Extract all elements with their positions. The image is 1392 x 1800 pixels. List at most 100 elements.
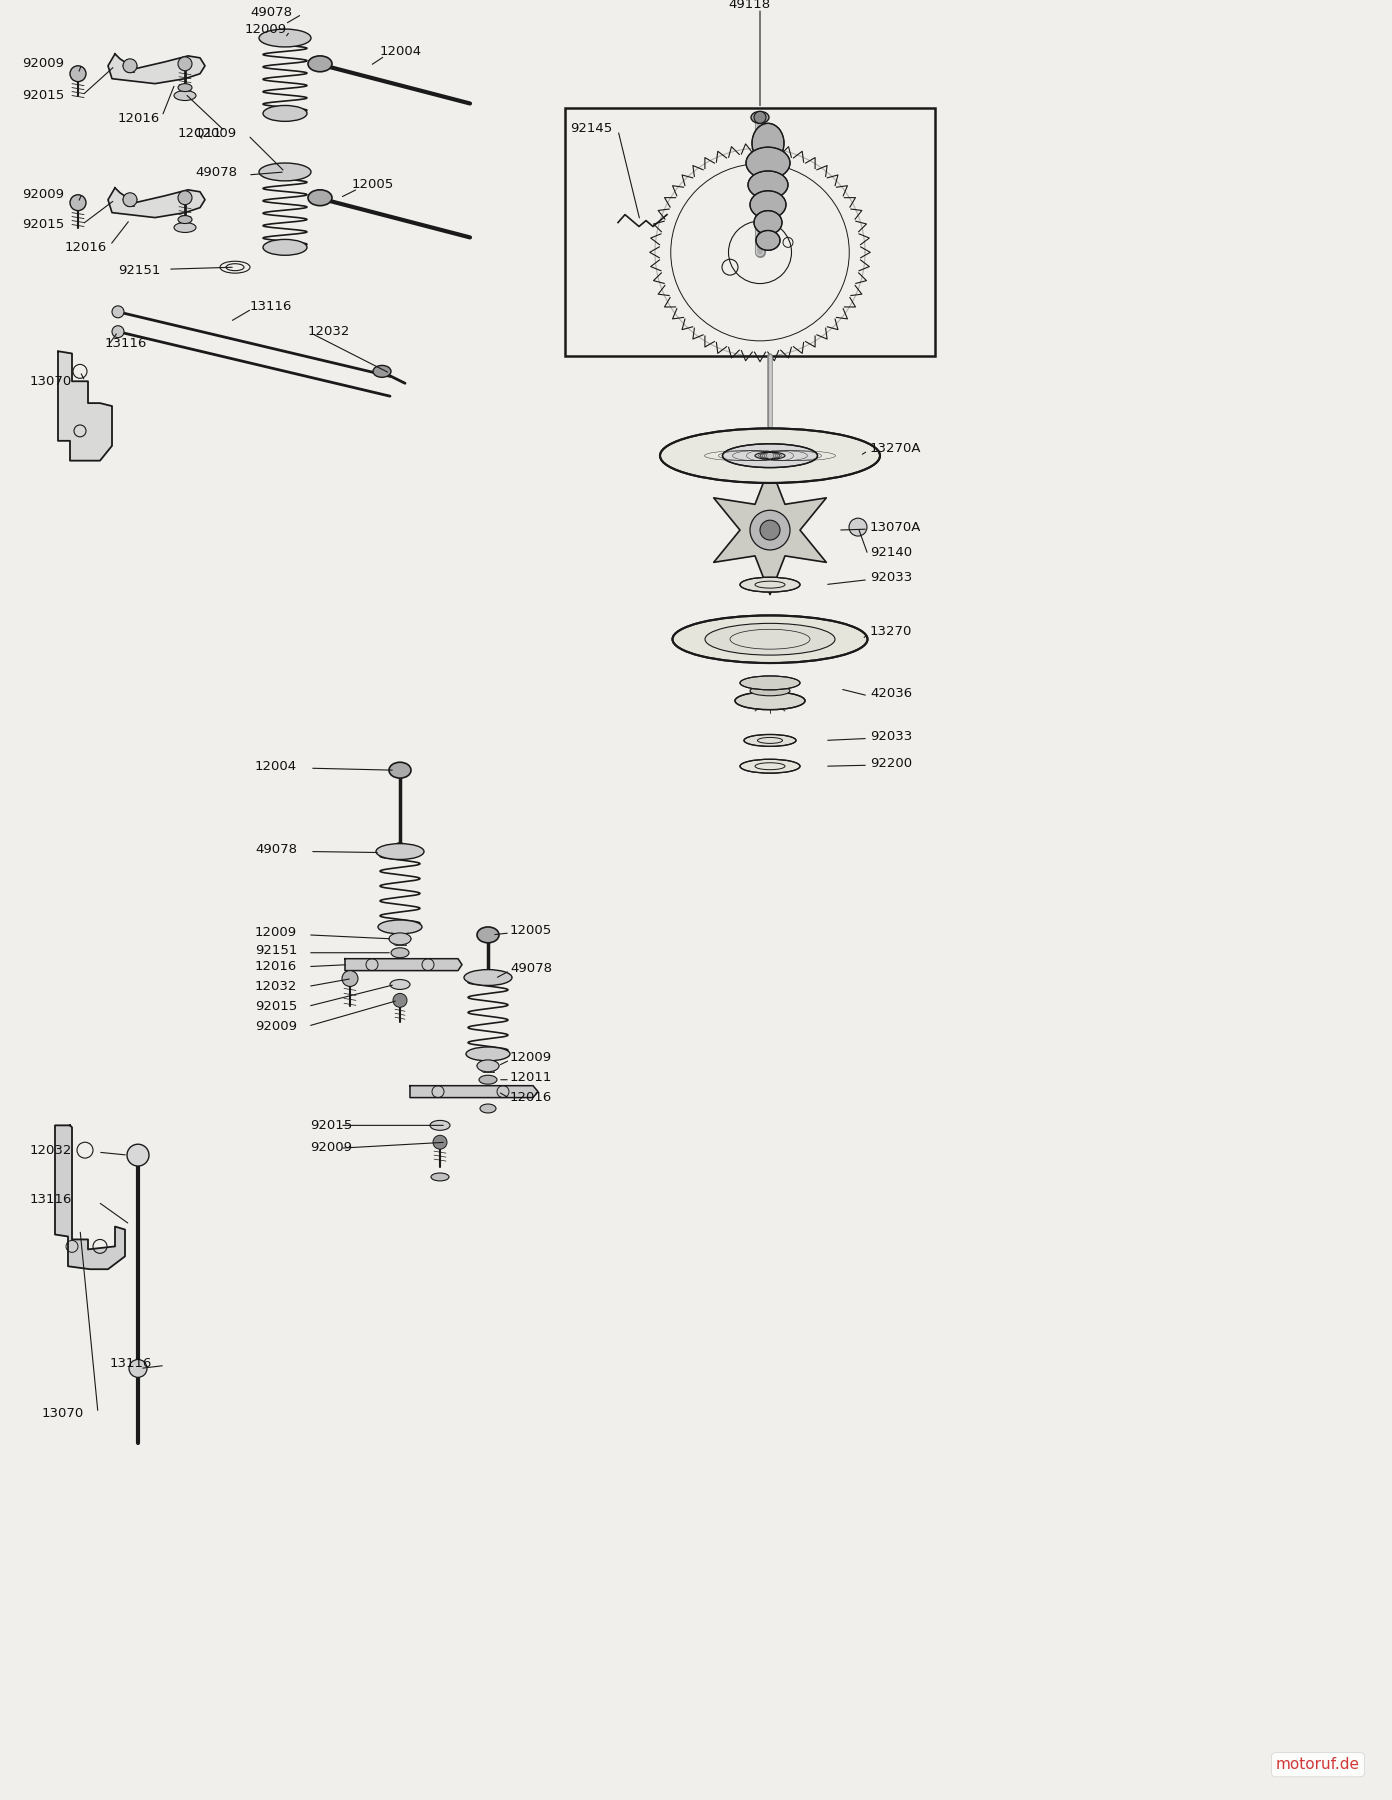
Text: 92200: 92200 (870, 756, 912, 770)
Circle shape (111, 306, 124, 319)
Text: 92009: 92009 (310, 1141, 352, 1154)
Ellipse shape (672, 616, 867, 662)
Ellipse shape (379, 920, 422, 934)
Ellipse shape (752, 112, 768, 124)
Ellipse shape (388, 932, 411, 945)
Ellipse shape (756, 230, 780, 250)
Text: 49078: 49078 (251, 5, 292, 18)
Text: 92009: 92009 (255, 1019, 296, 1033)
Polygon shape (411, 1085, 537, 1098)
Polygon shape (109, 54, 205, 83)
Ellipse shape (178, 216, 192, 223)
Text: 92151: 92151 (255, 945, 298, 958)
Circle shape (750, 509, 791, 551)
Polygon shape (58, 351, 111, 461)
Text: 12032: 12032 (308, 326, 351, 338)
Ellipse shape (754, 452, 785, 459)
Bar (756, 628, 784, 648)
Ellipse shape (391, 949, 409, 958)
Text: 49118: 49118 (728, 0, 770, 11)
Polygon shape (56, 1125, 125, 1269)
Text: 13070A: 13070A (870, 520, 922, 533)
Circle shape (129, 1359, 148, 1377)
Text: 12005: 12005 (352, 178, 394, 191)
Circle shape (849, 518, 867, 536)
Ellipse shape (477, 927, 498, 943)
Text: 12004: 12004 (255, 760, 296, 772)
Ellipse shape (466, 1048, 509, 1060)
Text: 92151: 92151 (118, 263, 160, 277)
Ellipse shape (704, 623, 835, 655)
Text: 92009: 92009 (22, 189, 64, 202)
Circle shape (127, 1145, 149, 1166)
Text: 42036: 42036 (870, 688, 912, 700)
Circle shape (393, 994, 406, 1008)
Ellipse shape (373, 365, 391, 378)
Circle shape (178, 191, 192, 205)
Ellipse shape (660, 428, 880, 482)
Ellipse shape (432, 1174, 450, 1181)
Text: 12032: 12032 (31, 1143, 72, 1157)
Text: 12016: 12016 (118, 112, 160, 124)
Ellipse shape (746, 148, 791, 178)
Ellipse shape (748, 171, 788, 198)
Circle shape (760, 520, 780, 540)
Ellipse shape (263, 239, 308, 256)
Circle shape (342, 970, 358, 986)
Ellipse shape (430, 1120, 450, 1130)
Text: 13270A: 13270A (870, 443, 922, 455)
Text: 12016: 12016 (65, 241, 107, 254)
Text: 12009: 12009 (195, 126, 237, 140)
Circle shape (754, 112, 766, 124)
Polygon shape (345, 959, 462, 970)
Ellipse shape (479, 1075, 497, 1084)
Text: 12009: 12009 (245, 23, 287, 36)
Polygon shape (109, 187, 205, 218)
Text: 13270: 13270 (870, 625, 912, 637)
Text: 92033: 92033 (870, 731, 912, 743)
Text: 92015: 92015 (22, 218, 64, 230)
Circle shape (70, 194, 86, 211)
Ellipse shape (722, 445, 817, 468)
Text: 49078: 49078 (255, 842, 296, 857)
Text: 49078: 49078 (509, 963, 553, 976)
Circle shape (70, 67, 86, 81)
Circle shape (111, 326, 124, 338)
Ellipse shape (754, 211, 782, 234)
Ellipse shape (480, 1103, 496, 1112)
Circle shape (122, 193, 136, 207)
Ellipse shape (263, 106, 308, 121)
Bar (565, 108, 935, 356)
Text: 13116: 13116 (251, 301, 292, 313)
Text: 49078: 49078 (195, 166, 237, 180)
Circle shape (178, 58, 192, 70)
Ellipse shape (750, 686, 791, 697)
Text: 13070: 13070 (42, 1406, 85, 1420)
Text: 12Q11: 12Q11 (178, 126, 223, 140)
Ellipse shape (735, 691, 805, 709)
Text: 12016: 12016 (509, 1091, 553, 1103)
Text: 12011: 12011 (509, 1071, 553, 1084)
Ellipse shape (741, 760, 800, 774)
Circle shape (433, 1136, 447, 1148)
Ellipse shape (741, 578, 800, 592)
Text: 92140: 92140 (870, 547, 912, 560)
Ellipse shape (750, 191, 786, 218)
Text: 13070: 13070 (31, 374, 72, 387)
Text: 12032: 12032 (255, 979, 298, 994)
Text: 12004: 12004 (380, 45, 422, 58)
Text: 12005: 12005 (509, 925, 553, 938)
Ellipse shape (477, 1060, 498, 1071)
Ellipse shape (390, 979, 411, 990)
Text: 13116: 13116 (31, 1193, 72, 1206)
Ellipse shape (259, 164, 310, 180)
Text: 13116: 13116 (110, 1357, 152, 1370)
Text: 92015: 92015 (22, 88, 64, 103)
Text: 92145: 92145 (569, 122, 612, 135)
Ellipse shape (743, 734, 796, 747)
Ellipse shape (174, 90, 196, 101)
Text: 92033: 92033 (870, 571, 912, 585)
Text: 12009: 12009 (255, 927, 296, 940)
Polygon shape (714, 466, 827, 594)
Ellipse shape (464, 970, 512, 985)
